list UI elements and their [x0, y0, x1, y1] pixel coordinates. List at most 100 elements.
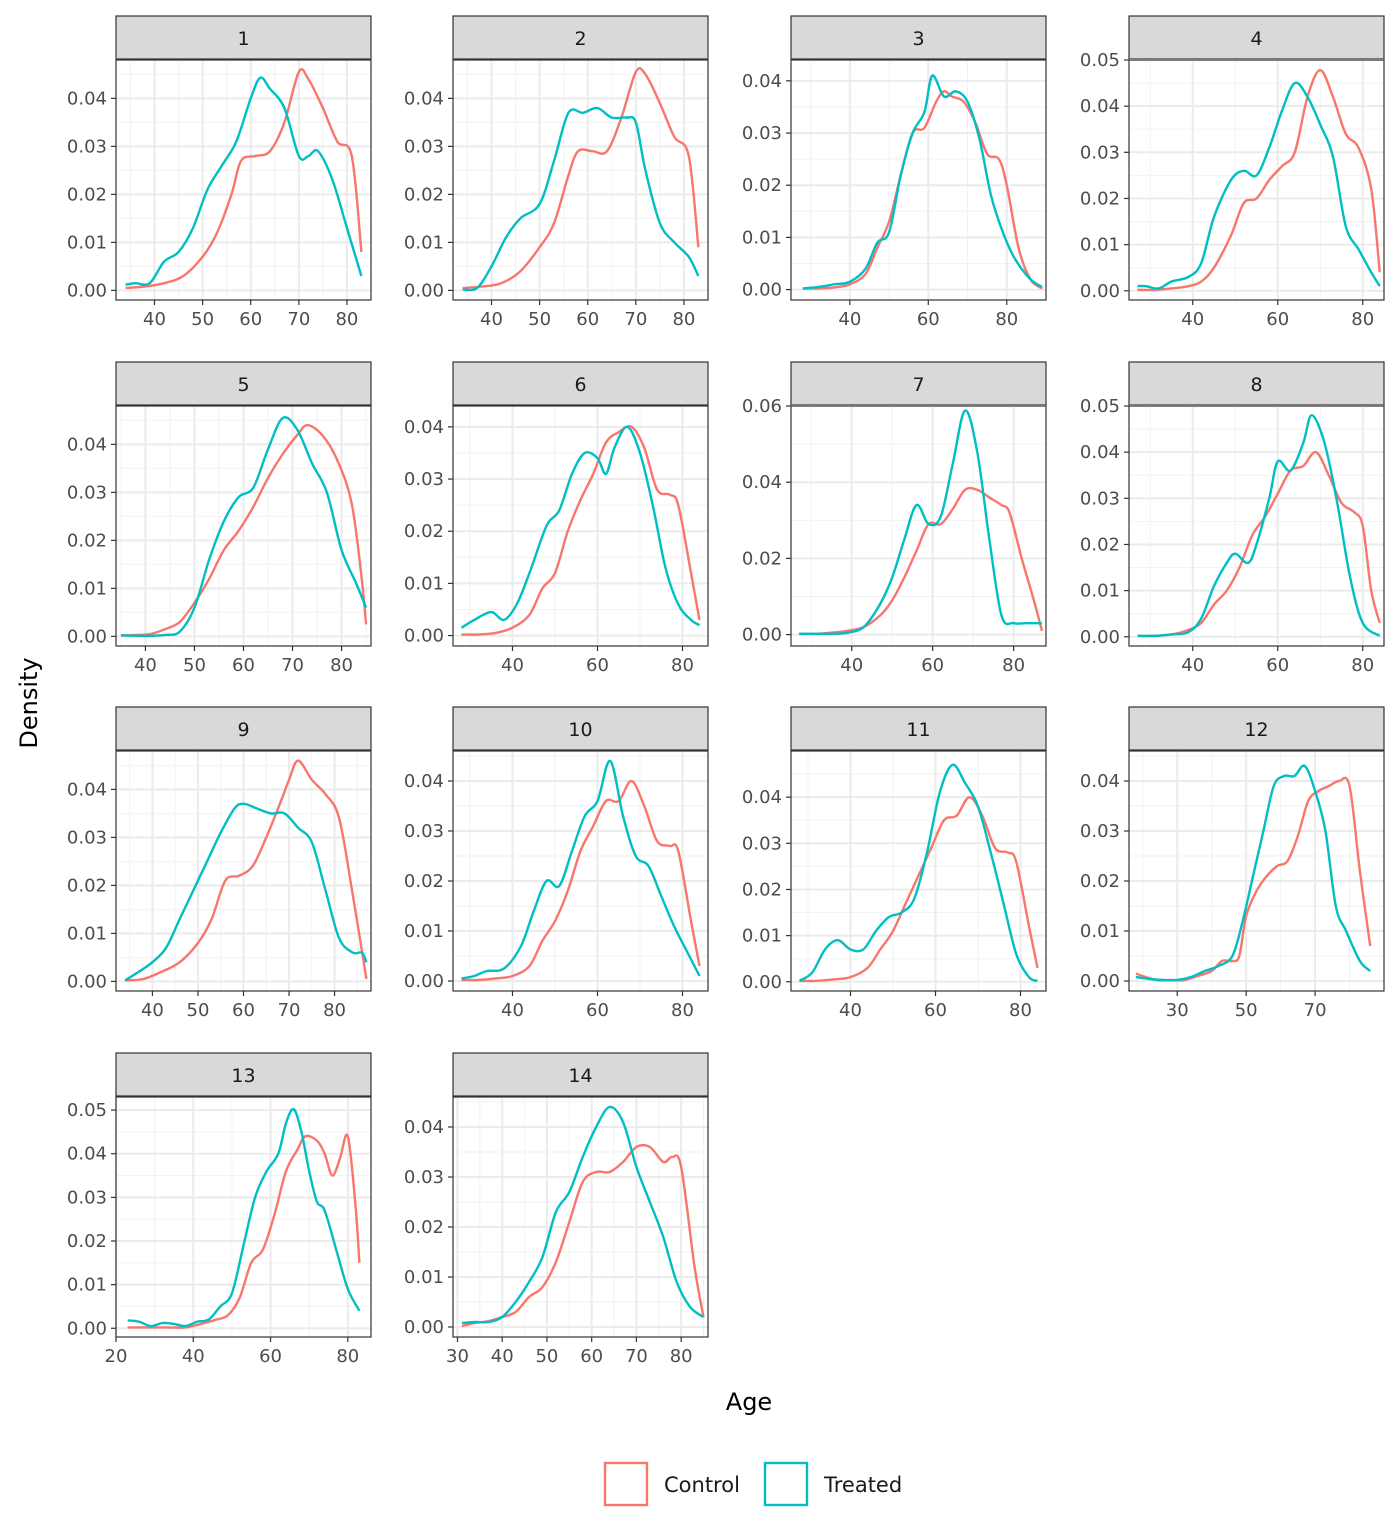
x-tick-label: 80 — [671, 655, 694, 676]
x-tick-label: 50 — [528, 309, 551, 330]
density-line-control — [799, 795, 1039, 983]
facet-panel-11: 11 0.00 0.01 0.02 0.03 0.04 40 60 80 — [742, 706, 1047, 1021]
panel-border — [452, 405, 709, 647]
y-tick-label: 0.02 — [742, 175, 782, 196]
x-tick-label: 80 — [323, 1000, 346, 1021]
y-tick-label: 0.02 — [67, 184, 107, 205]
facet-strip — [115, 361, 372, 406]
y-tick-label: 0.04 — [67, 88, 107, 109]
y-tick-label: 0.06 — [742, 396, 782, 417]
x-tick-label: 40 — [1181, 655, 1204, 676]
panel-background — [1129, 751, 1384, 991]
x-tick-label: 50 — [187, 1000, 210, 1021]
facet-panel-9: 9 0.00 0.01 0.02 0.03 0.04 40 50 60 70 80 — [67, 706, 372, 1021]
y-tick-label: 0.00 — [1080, 971, 1120, 992]
y-tick-label: 0.05 — [67, 1100, 107, 1121]
x-tick-label: 80 — [1351, 655, 1374, 676]
x-tick-label: 70 — [287, 309, 310, 330]
facet-strip — [790, 706, 1047, 751]
density-line-control — [120, 424, 368, 637]
density-line-treated — [461, 759, 701, 980]
panel-background — [453, 406, 708, 646]
panel-border — [115, 1096, 372, 1338]
x-tick-label: 80 — [335, 309, 358, 330]
x-tick-label: 40 — [839, 1000, 862, 1021]
facet-panel-10: 10 0.00 0.01 0.02 0.03 0.04 40 60 80 — [404, 706, 709, 1021]
y-tick-label: 0.00 — [67, 626, 107, 647]
facet-strip — [115, 706, 372, 751]
panel-border — [1128, 405, 1385, 647]
facet-strip — [1128, 15, 1385, 60]
panel-border — [452, 59, 709, 301]
density-line-treated — [461, 1105, 705, 1325]
y-tick-label: 0.02 — [1080, 188, 1120, 209]
facet-panel-1: 1 0.00 0.01 0.02 0.03 0.04 40 50 60 70 80 — [67, 15, 372, 330]
density-line-treated — [120, 416, 368, 638]
facet-strip — [1128, 706, 1385, 751]
x-tick-label: 60 — [580, 1346, 603, 1367]
y-tick-label: 0.03 — [742, 833, 782, 854]
y-tick-label: 0.03 — [1080, 821, 1120, 842]
density-line-control — [802, 90, 1043, 290]
x-tick-label: 60 — [259, 1346, 282, 1367]
facet-panel-6: 6 0.00 0.01 0.02 0.03 0.04 40 60 80 — [404, 361, 709, 676]
panel-background — [116, 60, 371, 300]
x-tick-label: 80 — [672, 309, 695, 330]
density-line-control — [127, 1133, 361, 1329]
y-tick-label: 0.00 — [404, 1317, 444, 1338]
panel-background — [791, 406, 1046, 646]
y-tick-label: 0.04 — [742, 787, 782, 808]
panel-background — [116, 1097, 371, 1337]
panel-border — [1128, 59, 1385, 301]
x-tick-label: 60 — [232, 655, 255, 676]
y-tick-label: 0.02 — [742, 879, 782, 900]
x-tick-label: 40 — [840, 655, 863, 676]
facet-strip-label: 13 — [231, 1065, 255, 1087]
y-tick-label: 0.04 — [404, 771, 444, 792]
x-tick-label: 60 — [924, 1000, 947, 1021]
y-tick-label: 0.00 — [1080, 627, 1120, 648]
x-tick-label: 40 — [501, 655, 524, 676]
panel-background — [1129, 60, 1384, 300]
y-tick-label: 0.00 — [404, 280, 444, 301]
y-tick-label: 0.01 — [67, 923, 107, 944]
x-tick-label: 70 — [278, 1000, 301, 1021]
y-tick-label: 0.01 — [404, 573, 444, 594]
x-tick-label: 80 — [336, 1346, 359, 1367]
panel-border — [790, 405, 1047, 647]
density-line-treated — [802, 74, 1043, 290]
panel-border — [115, 59, 372, 301]
facet-strip — [790, 361, 1047, 406]
x-tick-label: 80 — [330, 655, 353, 676]
y-tick-label: 0.03 — [404, 1167, 444, 1188]
x-tick-label: 60 — [917, 309, 940, 330]
y-tick-label: 0.00 — [404, 971, 444, 992]
y-tick-label: 0.02 — [404, 521, 444, 542]
y-tick-label: 0.04 — [1080, 771, 1120, 792]
legend-label-control: Control — [664, 1473, 740, 1497]
y-tick-label: 0.01 — [67, 1275, 107, 1296]
y-tick-label: 0.04 — [742, 71, 782, 92]
panel-border — [1128, 750, 1385, 992]
facet-strip — [452, 361, 709, 406]
y-tick-label: 0.04 — [1080, 96, 1120, 117]
density-line-treated — [124, 802, 368, 982]
y-tick-label: 0.01 — [1080, 921, 1120, 942]
y-tick-label: 0.01 — [404, 232, 444, 253]
panel-border — [790, 750, 1047, 992]
panel-border — [452, 1096, 709, 1338]
x-tick-label: 60 — [232, 1000, 255, 1021]
density-line-treated — [125, 76, 363, 286]
facet-panel-8: 8 0.00 0.01 0.02 0.03 0.04 0.05 40 60 80 — [1080, 361, 1385, 676]
y-tick-label: 0.03 — [67, 136, 107, 157]
facet-strip-label: 2 — [574, 28, 586, 50]
facet-strip — [115, 1052, 372, 1097]
y-tick-label: 0.01 — [742, 926, 782, 947]
facet-strip-label: 12 — [1244, 719, 1268, 741]
legend: Control Treated — [603, 1461, 902, 1507]
legend-key-control — [603, 1461, 649, 1507]
y-tick-label: 0.02 — [742, 548, 782, 569]
facet-strip-label: 5 — [237, 374, 249, 396]
y-tick-label: 0.01 — [1080, 581, 1120, 602]
facet-strip-label: 14 — [568, 1065, 592, 1087]
